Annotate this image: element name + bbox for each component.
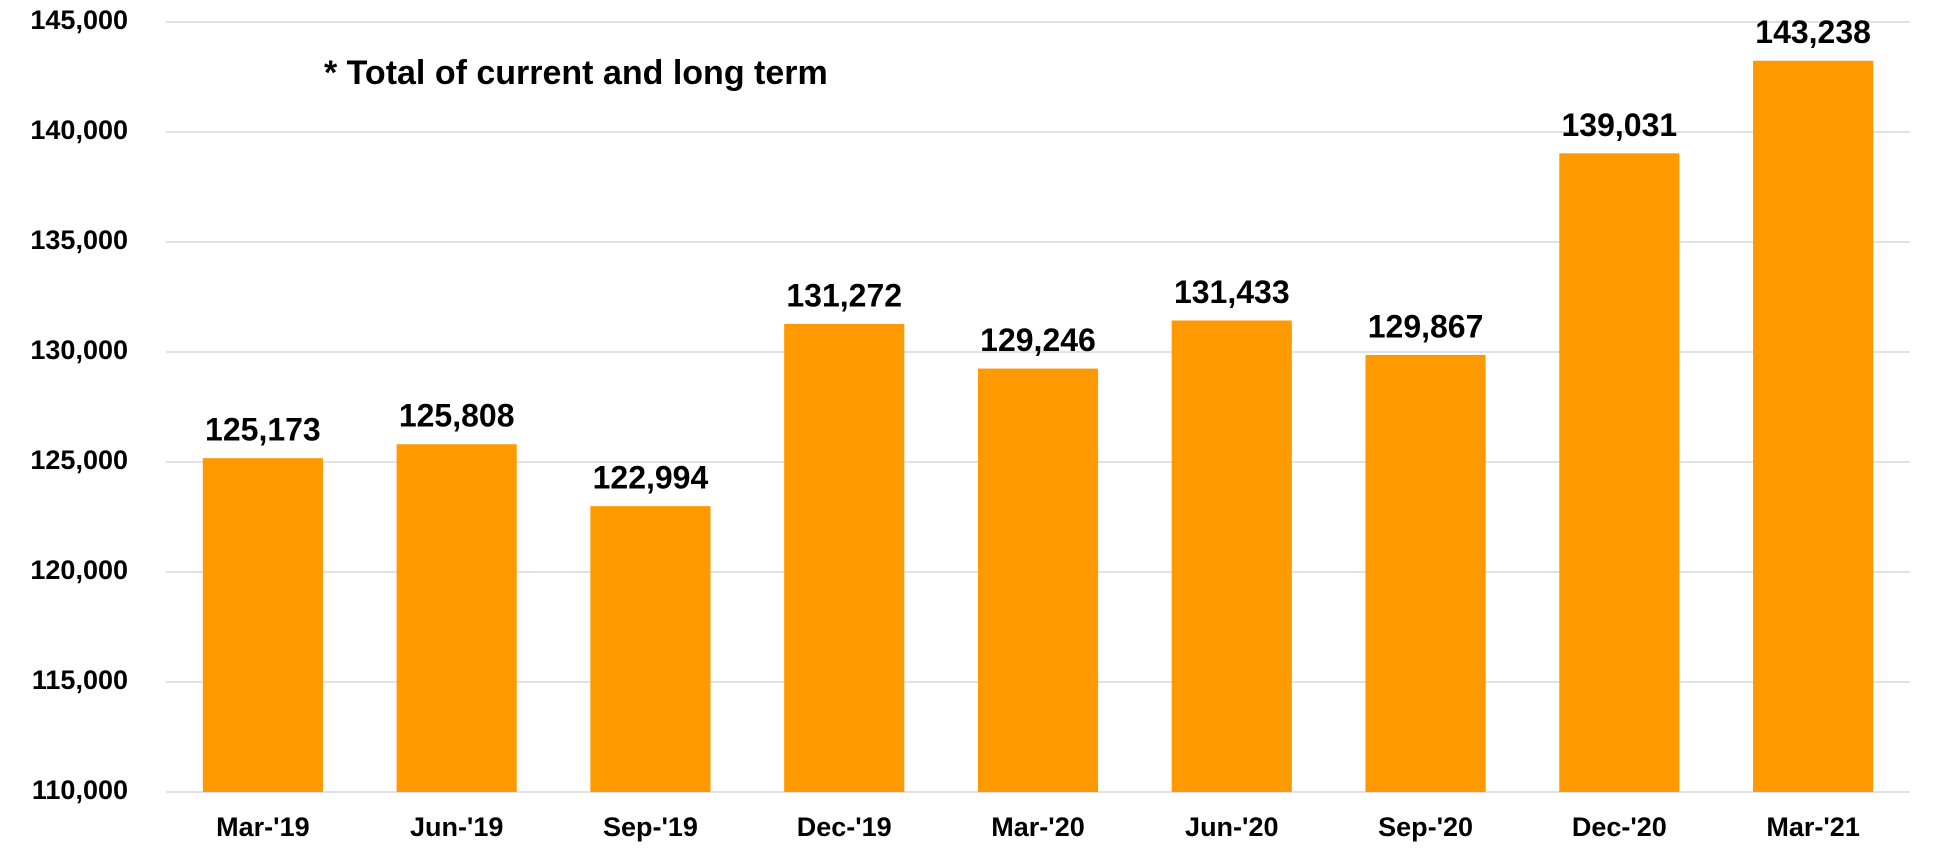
bar xyxy=(396,444,517,792)
data-label: 122,994 xyxy=(593,460,709,496)
data-label: 125,808 xyxy=(399,398,515,434)
bar xyxy=(590,506,711,792)
data-label: 131,433 xyxy=(1174,274,1290,310)
y-tick-label: 135,000 xyxy=(30,225,128,255)
bar xyxy=(1171,320,1292,792)
y-tick-label: 125,000 xyxy=(30,445,128,475)
data-label: 125,173 xyxy=(205,412,321,448)
y-tick-label: 115,000 xyxy=(32,665,128,695)
bar xyxy=(1365,354,1486,792)
data-label: 129,246 xyxy=(980,322,1096,358)
bar xyxy=(1559,153,1680,792)
bar xyxy=(977,368,1099,792)
x-tick-label: Jun-'20 xyxy=(1185,812,1278,842)
y-tick-label: 130,000 xyxy=(30,335,128,365)
x-tick-label: Sep-'19 xyxy=(603,812,698,842)
data-label: 143,238 xyxy=(1755,14,1871,50)
y-tick-label: 140,000 xyxy=(30,115,128,145)
annotation: * Total of current and long term xyxy=(324,54,828,92)
data-label: 139,031 xyxy=(1561,107,1677,143)
x-tick-label: Jun-'19 xyxy=(410,812,503,842)
data-label: 129,867 xyxy=(1368,308,1484,344)
bar xyxy=(202,458,323,792)
x-tick-label: Dec-'19 xyxy=(797,812,892,842)
bar xyxy=(784,324,905,792)
x-tick-label: Mar-'19 xyxy=(216,812,309,842)
data-label: 131,272 xyxy=(786,277,902,313)
bar xyxy=(1753,60,1874,793)
x-tick-label: Dec-'20 xyxy=(1572,812,1667,842)
y-tick-label: 120,000 xyxy=(30,555,128,585)
y-tick-label: 110,000 xyxy=(32,775,128,805)
y-tick-label: 145,000 xyxy=(30,5,128,35)
x-tick-label: Mar-'21 xyxy=(1766,812,1859,842)
x-tick-label: Mar-'20 xyxy=(991,812,1084,842)
x-tick-label: Sep-'20 xyxy=(1378,812,1473,842)
